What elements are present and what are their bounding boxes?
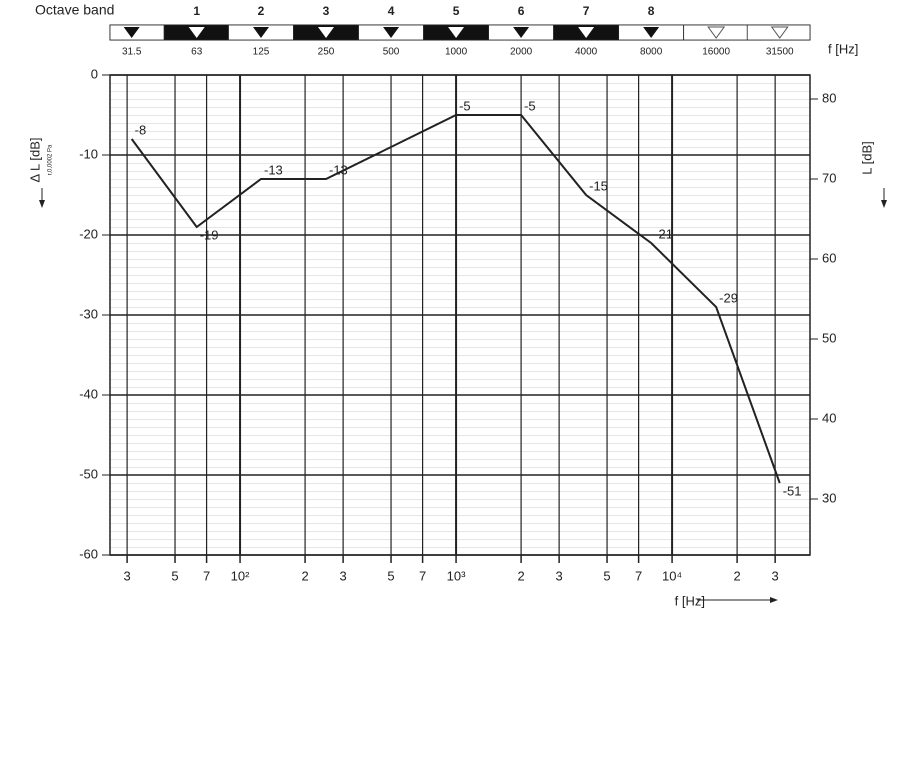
data-label: -5 — [524, 98, 536, 113]
x-tick-label: 3 — [772, 568, 779, 583]
band-marker — [770, 26, 789, 39]
band-frequency: 31500 — [766, 47, 794, 58]
band-number: 6 — [518, 4, 525, 18]
x-tick-label: 2 — [301, 568, 308, 583]
y-tick-label: -40 — [79, 386, 98, 401]
data-label: -19 — [200, 227, 219, 242]
band-marker — [123, 27, 140, 38]
band-number: 7 — [583, 4, 590, 18]
x-tick-label: 3 — [339, 568, 346, 583]
x-tick-label: 2 — [733, 568, 740, 583]
y-tick-label: -60 — [79, 546, 98, 561]
band-frequency: 500 — [383, 47, 400, 58]
data-line — [130, 114, 781, 484]
y-axis-label-sub: r,0,0002 Pa — [48, 144, 54, 175]
band-number: 5 — [453, 4, 460, 18]
x-tick-label: 10² — [231, 568, 250, 583]
y2-axis-label: L [dB] — [859, 141, 874, 174]
band-title: Octave band — [35, 2, 114, 18]
band-frequency: 2000 — [510, 47, 533, 58]
band-marker — [318, 27, 335, 38]
x-tick-label: 3 — [123, 568, 130, 583]
band-marker — [252, 27, 269, 38]
y2-tick-label: 50 — [822, 330, 836, 345]
band-frequency: 31.5 — [122, 47, 142, 58]
data-label: -13 — [264, 162, 283, 177]
x-tick-label: 7 — [635, 568, 642, 583]
y2-tick-label: 40 — [822, 410, 836, 425]
x-tick-label: 7 — [203, 568, 210, 583]
band-marker — [643, 27, 660, 38]
y2-arrow-head — [881, 200, 887, 208]
y-tick-label: -10 — [79, 146, 98, 161]
x-tick-label: 5 — [171, 568, 178, 583]
x-tick-label: 5 — [387, 568, 394, 583]
plot-frame — [109, 74, 811, 556]
band-frequency: 4000 — [575, 47, 598, 58]
y-tick-label: -30 — [79, 306, 98, 321]
y2-tick-label: 80 — [822, 90, 836, 105]
band-marker — [448, 27, 465, 38]
y2-tick-label: 30 — [822, 490, 836, 505]
band-number: 3 — [323, 4, 330, 18]
data-label: -21 — [654, 226, 673, 241]
band-number: 8 — [648, 4, 655, 18]
x-tick-label: 10³ — [447, 568, 466, 583]
data-label: -8 — [135, 122, 147, 137]
data-label: -5 — [459, 98, 471, 113]
band-number: 4 — [388, 4, 395, 18]
x-tick-label: 3 — [556, 568, 563, 583]
y-axis-label: Δ L [dB] — [27, 137, 42, 182]
x-tick-label: 2 — [517, 568, 524, 583]
band-number: 1 — [193, 4, 200, 18]
band-frequency: 125 — [253, 47, 270, 58]
data-label: -15 — [589, 178, 608, 193]
y-tick-label: -20 — [79, 226, 98, 241]
band-frequency: 63 — [191, 47, 203, 58]
y-tick-label: -50 — [79, 466, 98, 481]
band-number: 2 — [258, 4, 265, 18]
band-marker — [707, 26, 726, 39]
y2-tick-label: 60 — [822, 250, 836, 265]
x-arrow-head — [770, 597, 778, 603]
y-arrow-head — [39, 200, 45, 208]
x-tick-label: 10⁴ — [662, 568, 682, 583]
band-frequency: 250 — [318, 47, 335, 58]
y2-tick-label: 70 — [822, 170, 836, 185]
band-frequency: 8000 — [640, 47, 663, 58]
band-frequency: 1000 — [445, 47, 468, 58]
band-unit: f [Hz] — [828, 41, 858, 56]
band-frequency: 16000 — [702, 47, 730, 58]
x-axis-label: f [Hz] — [675, 593, 705, 608]
data-label: -29 — [719, 290, 738, 305]
band-marker — [578, 27, 595, 38]
x-tick-label: 7 — [419, 568, 426, 583]
data-label: -13 — [329, 162, 348, 177]
band-marker — [188, 27, 205, 38]
data-label: -51 — [783, 483, 802, 498]
band-marker — [383, 27, 400, 38]
y-tick-label: 0 — [91, 66, 98, 81]
x-tick-label: 5 — [603, 568, 610, 583]
band-marker — [513, 27, 530, 38]
